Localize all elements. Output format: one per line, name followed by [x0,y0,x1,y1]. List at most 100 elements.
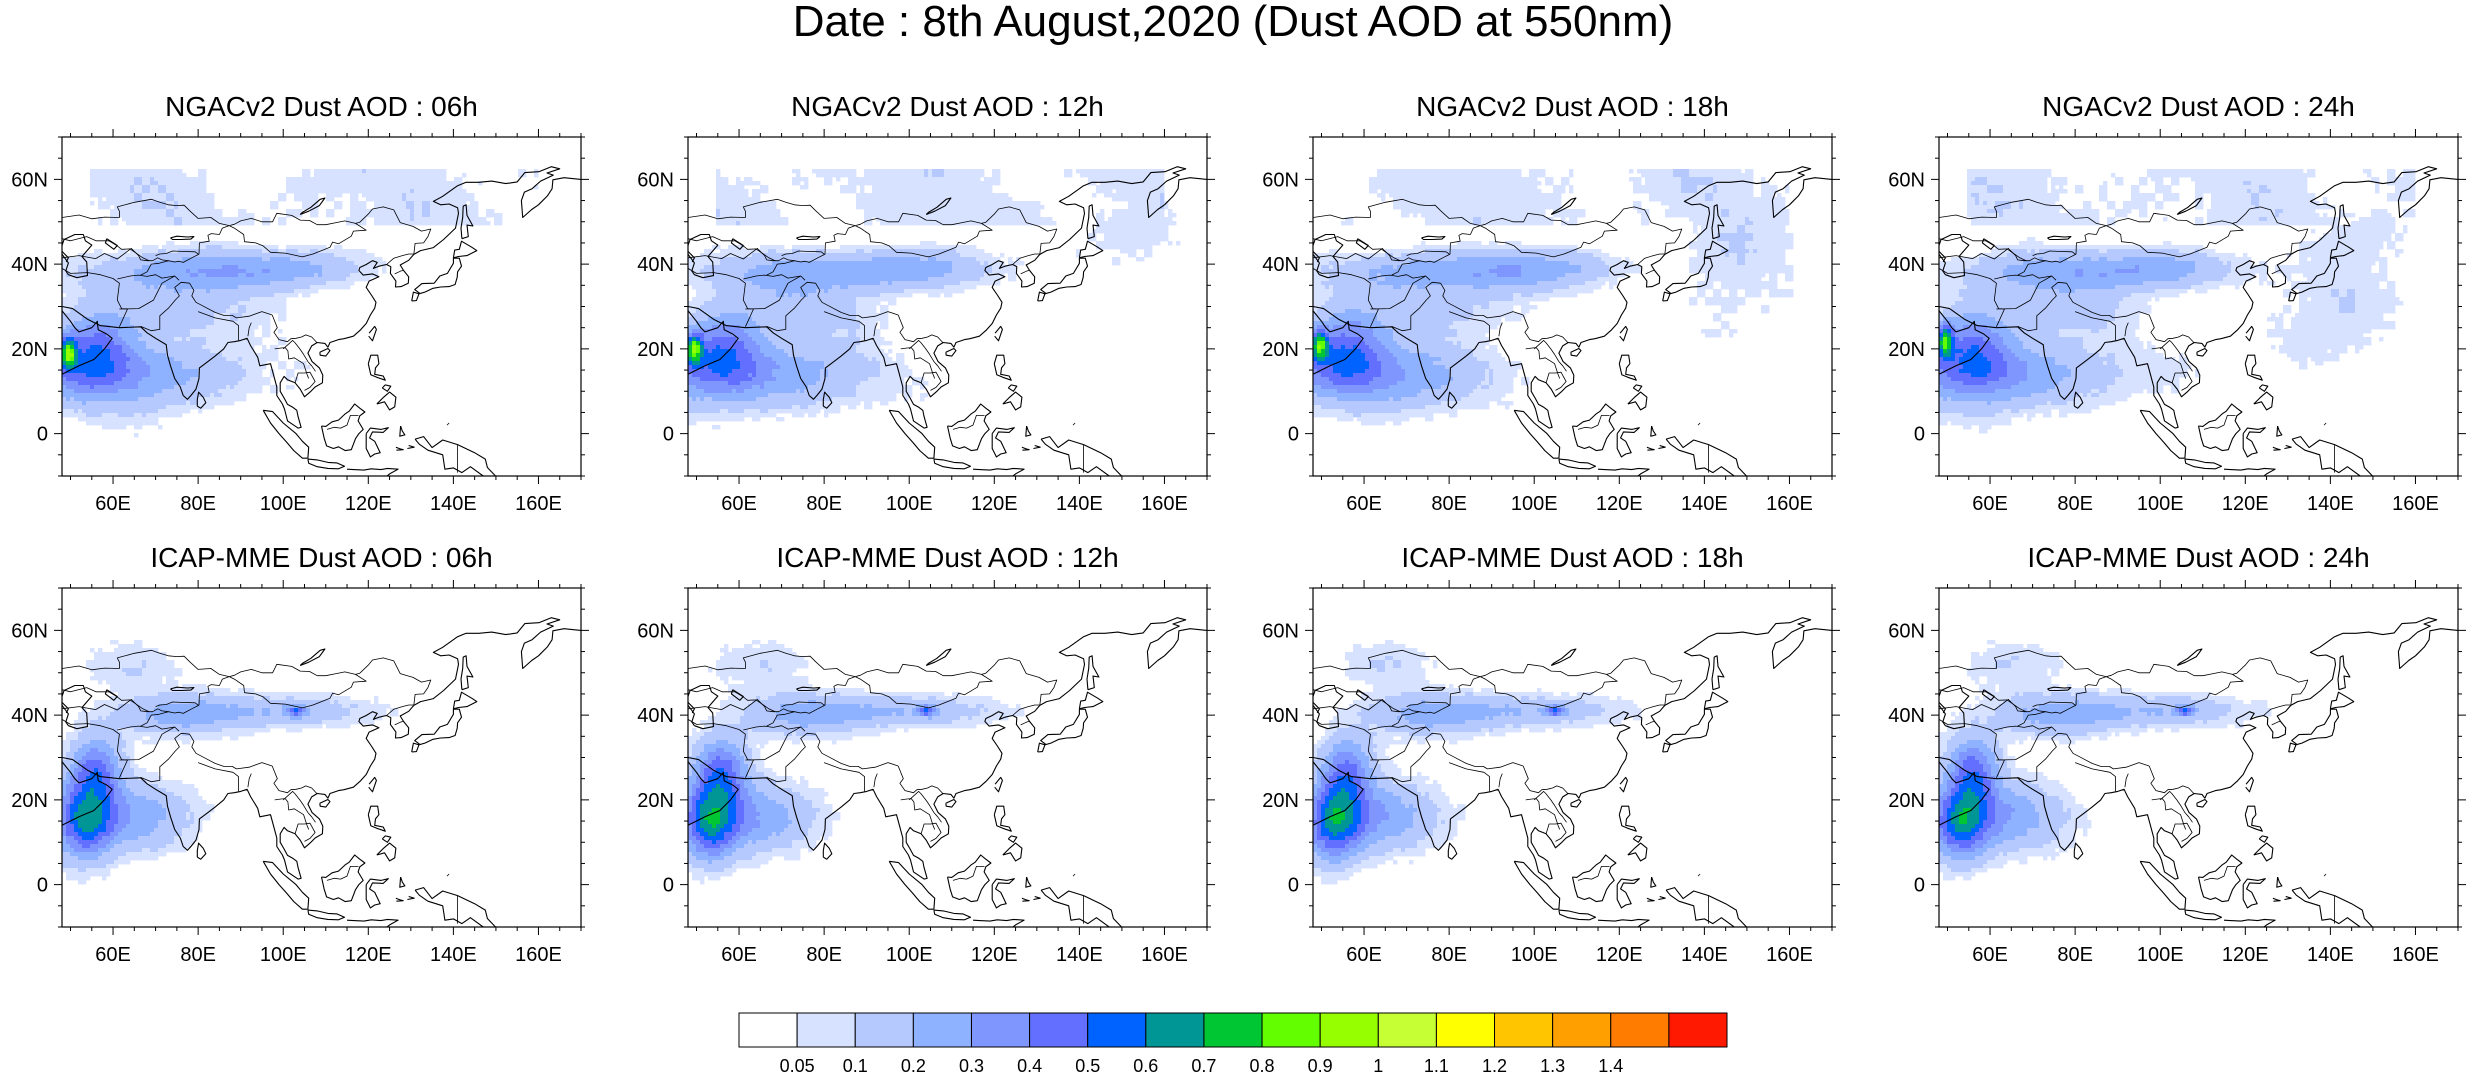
lat-tick-label: 0 [1288,424,1299,446]
panel-title: ICAP-MME Dust AOD : 18h [1313,543,1833,573]
colorbar-swatch [1146,1013,1204,1047]
lon-tick-label: 100E [2137,493,2184,515]
colorbar-tick-label: 1 [1373,1056,1383,1076]
colorbar-tick-label: 0.2 [901,1056,926,1076]
lon-tick-label: 120E [345,944,392,966]
colorbar-tick-label: 0.8 [1250,1056,1275,1076]
lon-tick-label: 120E [2222,944,2269,966]
colorbar-tick-label: 0.05 [780,1056,815,1076]
lon-tick-label: 80E [2057,944,2093,966]
lon-tick-label: 100E [1511,493,1558,515]
colorbar-tick-label: 0.4 [1017,1056,1042,1076]
lat-tick-label: 0 [37,424,48,446]
colorbar-tick-label: 1.4 [1598,1056,1623,1076]
lon-tick-label: 160E [515,493,562,515]
lat-tick-label: 40N [1262,254,1299,276]
colorbar-swatch [1088,1013,1146,1047]
lat-tick-label: 60N [1262,169,1299,191]
lon-tick-label: 60E [721,944,757,966]
lon-tick-label: 80E [180,944,216,966]
lon-tick-label: 160E [515,944,562,966]
colorbar-swatch [1320,1013,1378,1047]
colorbar-swatch [797,1013,855,1047]
colorbar-swatch [1378,1013,1436,1047]
lon-tick-label: 140E [430,493,477,515]
panel-title: ICAP-MME Dust AOD : 12h [688,543,1208,573]
lat-tick-label: 20N [1262,790,1299,812]
lon-tick-label: 160E [1141,493,1188,515]
lat-tick-label: 0 [663,424,674,446]
lon-tick-label: 120E [971,944,1018,966]
lat-tick-label: 60N [1888,169,1925,191]
lon-tick-label: 120E [971,493,1018,515]
colorbar-tick-label: 0.1 [843,1056,868,1076]
lon-tick-label: 160E [1141,944,1188,966]
map-panel: 60N 40N 20N 0 60E 80E 100E 120E 140E 160E [1869,588,2466,987]
lat-tick-label: 20N [11,339,48,361]
lon-tick-label: 100E [2137,944,2184,966]
aod-field [1313,640,1641,884]
lat-tick-label: 0 [1914,875,1925,897]
aod-field [1313,169,1793,425]
colorbar-swatch [1262,1013,1320,1047]
lon-tick-label: 140E [430,944,477,966]
lon-tick-label: 100E [260,944,307,966]
lat-tick-label: 60N [11,169,48,191]
lon-tick-label: 140E [1681,944,1728,966]
lon-tick-label: 100E [886,944,933,966]
lon-tick-label: 160E [1766,944,1813,966]
colorbar-swatch [1669,1013,1727,1047]
lon-tick-label: 160E [1766,493,1813,515]
panel-title: NGACv2 Dust AOD : 12h [688,92,1208,122]
colorbar-tick-label: 0.6 [1133,1056,1158,1076]
colorbar-tick-label: 0.5 [1075,1056,1100,1076]
panel-title: ICAP-MME Dust AOD : 24h [1939,543,2459,573]
lat-tick-label: 0 [1914,424,1925,446]
lon-tick-label: 80E [1431,493,1467,515]
lon-tick-label: 60E [721,493,757,515]
lon-tick-label: 160E [2392,944,2439,966]
lat-tick-label: 20N [11,790,48,812]
lat-tick-label: 60N [637,169,674,191]
lat-tick-label: 40N [1888,705,1925,727]
lat-tick-label: 0 [37,875,48,897]
lon-tick-label: 140E [1681,493,1728,515]
lon-tick-label: 80E [806,493,842,515]
colorbar-swatch [1611,1013,1669,1047]
lon-tick-label: 100E [260,493,307,515]
panel-title: NGACv2 Dust AOD : 06h [62,92,582,122]
map-frame [1313,588,1832,927]
colorbar-swatch [1436,1013,1494,1047]
lon-tick-label: 140E [2307,944,2354,966]
lon-tick-label: 120E [2222,493,2269,515]
lon-tick-label: 120E [1596,944,1643,966]
lat-tick-label: 20N [1888,790,1925,812]
lon-tick-label: 60E [95,944,131,966]
lon-tick-label: 140E [1056,944,1103,966]
colorbar-swatch [1030,1013,1088,1047]
lat-tick-label: 60N [1888,620,1925,642]
panel-title: NGACv2 Dust AOD : 18h [1313,92,1833,122]
colorbar [738,1012,1728,1048]
lon-tick-label: 140E [2307,493,2354,515]
colorbar-tick-label: 0.9 [1308,1056,1333,1076]
lat-tick-label: 20N [1262,339,1299,361]
colorbar-swatch [855,1013,913,1047]
lon-tick-label: 60E [1972,944,2008,966]
lon-tick-label: 60E [1346,944,1382,966]
lon-tick-label: 80E [1431,944,1467,966]
lat-tick-label: 20N [1888,339,1925,361]
colorbar-swatch [913,1013,971,1047]
colorbar-tick-label: 0.7 [1191,1056,1216,1076]
colorbar-swatch [1553,1013,1611,1047]
aod-field [688,169,1180,429]
colorbar-swatch [971,1013,1029,1047]
lat-tick-label: 60N [11,620,48,642]
lon-tick-label: 60E [95,493,131,515]
figure-title: Date : 8th August,2020 (Dust AOD at 550n… [0,0,2466,44]
